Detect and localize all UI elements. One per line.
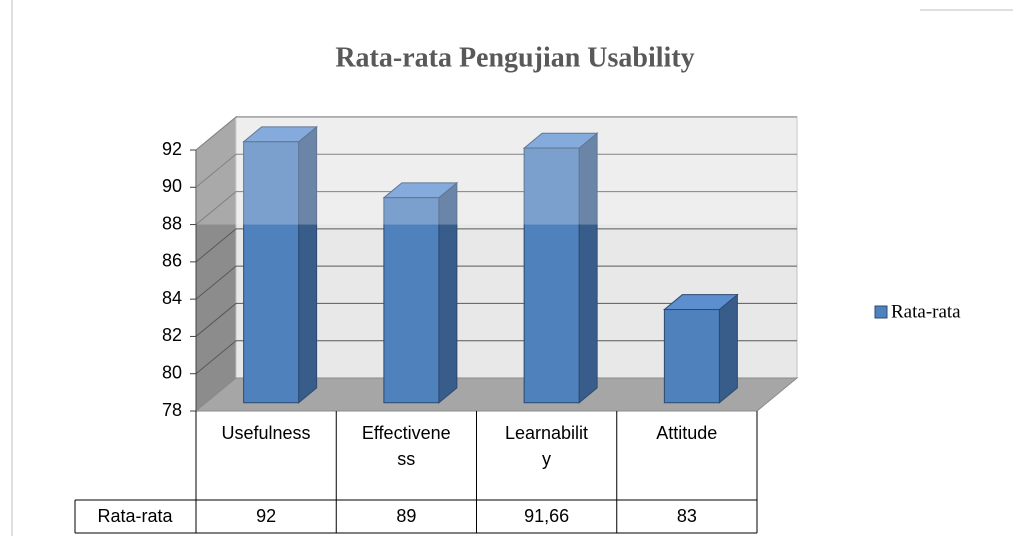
grid-line <box>195 265 797 300</box>
grid-line <box>195 153 797 188</box>
data-table-value: 89 <box>396 506 416 526</box>
legend-swatch <box>874 305 888 319</box>
bar <box>242 125 319 404</box>
bar <box>662 293 739 404</box>
data-table-value: 83 <box>677 506 697 526</box>
y-tick-label: 86 <box>162 251 182 271</box>
bar-front <box>383 197 440 404</box>
x-tick-label: Effectiveness <box>361 423 451 469</box>
grid-line <box>195 228 797 263</box>
grid-line <box>195 116 797 151</box>
x-tick-label: Attitude <box>656 423 718 443</box>
bar <box>382 181 459 404</box>
grid-line <box>195 302 797 337</box>
bar-side <box>718 293 738 404</box>
x-tick-label: Learnability <box>504 423 589 469</box>
bar <box>522 132 599 404</box>
x-tick-label: Usefulness <box>221 423 311 443</box>
category-cell: Attitude <box>617 420 757 500</box>
category-cell: Learnability <box>477 420 617 500</box>
data-table-row-header: Rata-rata <box>97 506 173 526</box>
data-table-value: 92 <box>256 506 276 526</box>
y-tick-label: 80 <box>162 362 182 382</box>
y-tick-label: 92 <box>162 139 182 159</box>
grid-line <box>195 191 797 225</box>
y-tick-label: 78 <box>162 400 182 420</box>
floor <box>194 377 799 412</box>
grid-line <box>195 340 797 375</box>
y-tick-label: 90 <box>162 176 182 196</box>
y-tick-label: 82 <box>162 325 182 345</box>
chart-title: Rata-rata Pengujian Usability <box>335 42 694 73</box>
wall-highlight <box>196 117 797 225</box>
category-cell: Usefulness <box>196 420 336 500</box>
category-cell: Effectiveness <box>336 420 476 500</box>
data-table-value: 91,66 <box>524 506 569 526</box>
bar-front <box>663 309 720 404</box>
bar-front <box>243 141 300 404</box>
y-tick-label: 84 <box>162 288 182 308</box>
legend-label: Rata-rata <box>891 301 961 322</box>
y-tick-label: 88 <box>162 213 182 233</box>
bar-front <box>523 147 580 404</box>
